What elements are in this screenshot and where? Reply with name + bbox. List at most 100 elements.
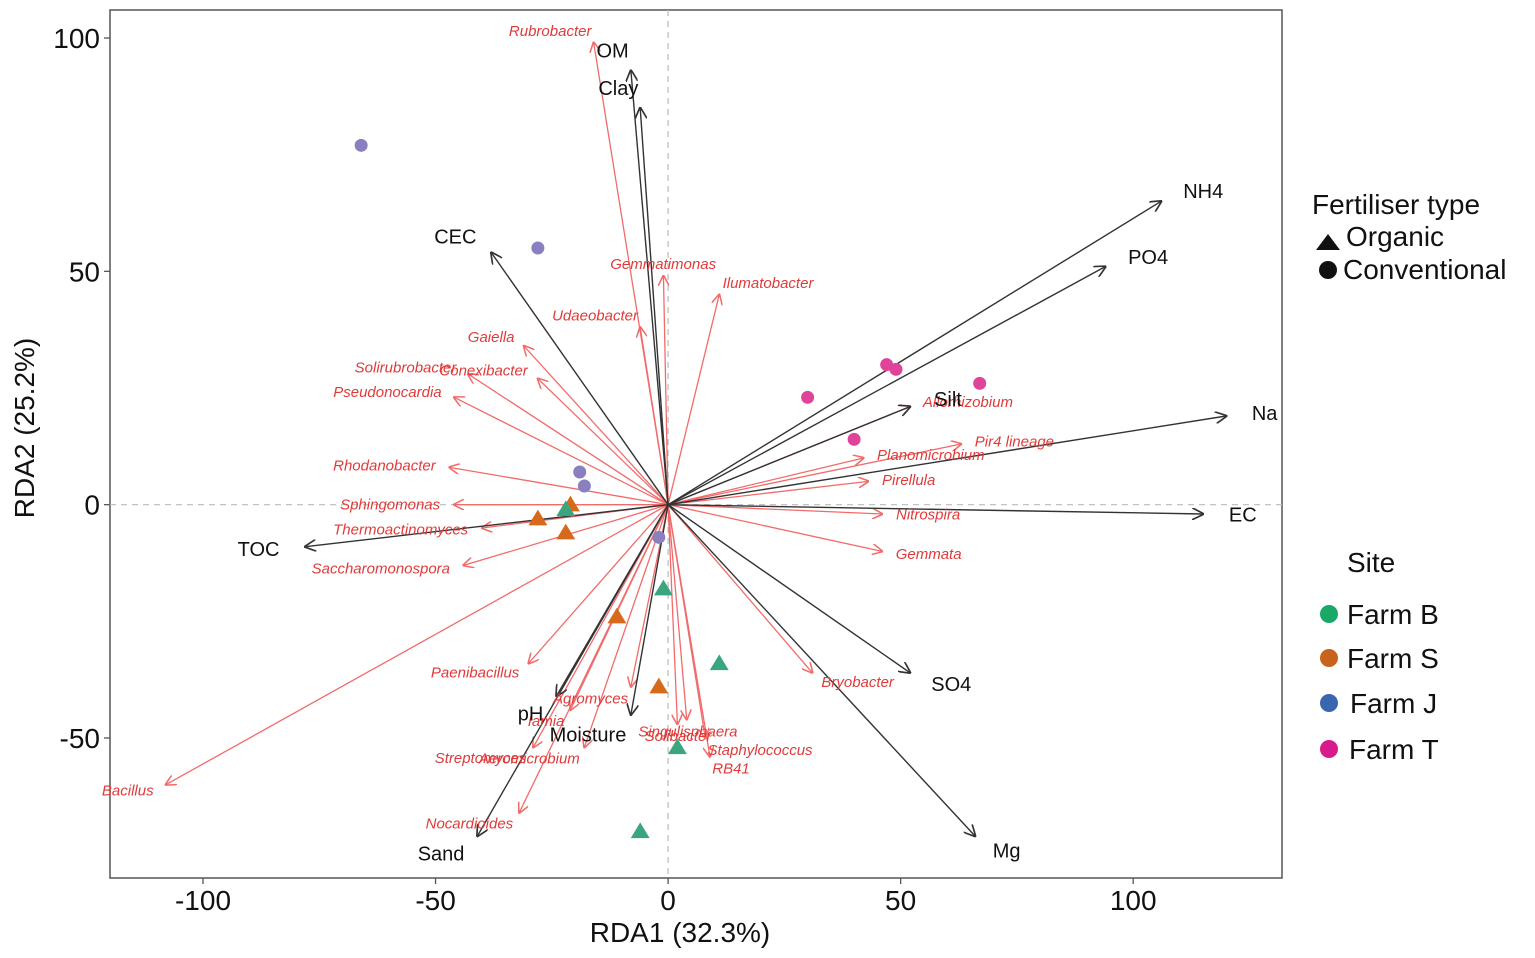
point-farm-b-15 — [556, 500, 576, 517]
species-arrow-nocardioides — [519, 504, 669, 813]
env-arrow-om — [631, 71, 669, 505]
legend-label-organic: Organic — [1346, 221, 1444, 252]
x-axis-ticks: -100 -50 0 50 100 — [175, 878, 1157, 916]
y-axis-ticks: -50 0 50 100 — [53, 23, 110, 754]
legend-label-farm-s: Farm S — [1347, 643, 1439, 674]
legend-label-conventional: Conventional — [1343, 254, 1506, 285]
env-label-ec: EC — [1229, 504, 1257, 526]
env-label-moisture: Moisture — [550, 724, 627, 746]
env-label-om: OM — [596, 41, 628, 63]
env-arrow-po4 — [667, 267, 1105, 506]
species-arrow-paenibacillus — [529, 504, 669, 664]
point-farm-b-18 — [667, 738, 687, 755]
legend-label-farm-b: Farm B — [1347, 599, 1439, 630]
point-farm-b-17 — [709, 654, 729, 671]
species-label-pirellula: Pirellula — [882, 472, 935, 489]
species-label-pir4-lineage: Pir4 lineage — [975, 434, 1054, 451]
point-farm-s-14 — [649, 677, 669, 694]
species-label-rb41: RB41 — [712, 761, 750, 778]
env-arrow-so4 — [667, 504, 910, 673]
species-label-gaiella: Gaiella — [468, 329, 515, 346]
species-label-saccharomonospora: Saccharomonospora — [312, 561, 450, 578]
point-farm-b-16 — [653, 579, 673, 596]
env-label-na: Na — [1252, 403, 1278, 425]
env-arrow-ec — [668, 503, 1203, 514]
species-arrow-rb41 — [667, 504, 710, 757]
point-farm-t-8 — [973, 376, 987, 390]
legend-title-fertiliser: Fertiliser type — [1312, 189, 1480, 220]
legend-label-farm-t: Farm T — [1349, 734, 1439, 765]
species-label-singulisphaera: Singulisphaera — [638, 723, 737, 740]
legend-farm-j-swatch — [1320, 694, 1338, 712]
species-label-agromyces: Agromyces — [552, 690, 629, 707]
species-arrow-aeromicrobium — [584, 504, 669, 748]
env-label-po4: PO4 — [1128, 247, 1168, 269]
env-label-so4: SO4 — [931, 674, 971, 696]
env-arrow-mg — [667, 504, 975, 836]
y-tick-label-0: -50 — [60, 723, 100, 754]
env-label-silt: Silt — [934, 389, 962, 411]
env-arrow-nh4 — [667, 201, 1161, 506]
point-farm-j-4 — [652, 530, 666, 544]
point-farm-s-13 — [607, 607, 627, 624]
species-arrow-solibacter — [667, 504, 677, 724]
env-arrow-clay — [640, 108, 669, 505]
species-arrow-gaiella — [524, 346, 669, 506]
x-tick-label-4: 100 — [1110, 885, 1157, 916]
point-farm-j-1 — [531, 241, 545, 255]
env-label-cec: CEC — [434, 226, 476, 248]
species-label-solirubrobacter: Solirubrobacter — [355, 359, 458, 376]
environmental-labels: OM Clay CEC NH4 PO4 Na Silt EC TOC SO4 Mg pH Moistur… — [238, 41, 1279, 866]
species-label-aeromicrobium: Aeromicrobium — [478, 751, 580, 768]
species-label-sphingomonas: Sphingomonas — [340, 497, 441, 514]
x-axis-title: RDA1 (32.3%) — [590, 917, 771, 948]
species-arrow-pirellula — [668, 481, 868, 506]
species-label-planomicrobium: Planomicrobium — [877, 447, 985, 464]
legend-farm-s-swatch — [1320, 649, 1338, 667]
species-label-paenibacillus: Paenibacillus — [431, 664, 520, 681]
point-farm-t-5 — [801, 390, 815, 404]
species-label-rubrobacter: Rubrobacter — [509, 23, 593, 40]
species-arrow-ilumatobacter — [667, 295, 719, 505]
env-label-toc: TOC — [238, 539, 280, 561]
species-label-gemmata: Gemmata — [896, 546, 962, 563]
species-label-udaeobacter: Udaeobacter — [552, 307, 639, 324]
species-arrow-gemmatimonas — [663, 276, 668, 505]
env-label-clay: Clay — [598, 78, 638, 100]
species-arrow-pseudonocardia — [454, 397, 669, 506]
species-label-iamia: Iamia — [528, 713, 565, 730]
env-label-sand: Sand — [418, 843, 465, 865]
env-label-ph: pH — [518, 703, 544, 725]
env-arrow-sand — [477, 504, 669, 836]
y-tick-label-2: 50 — [69, 256, 100, 287]
legend-organic-symbol — [1316, 234, 1340, 250]
x-tick-label-0: -100 — [175, 885, 231, 916]
point-farm-j-2 — [573, 465, 587, 479]
legend-farm-t-swatch — [1320, 740, 1338, 758]
plot-panel — [109, 9, 1283, 879]
point-farm-j-3 — [577, 479, 591, 493]
species-label-ilumatobacter: Ilumatobacter — [723, 275, 815, 292]
legend-conventional-symbol — [1319, 261, 1337, 279]
species-arrow-gemmata — [667, 504, 882, 552]
species-label-nitrospira: Nitrospira — [896, 507, 960, 524]
env-label-nh4: NH4 — [1183, 181, 1223, 203]
species-label-staphylococcus: Staphylococcus — [708, 742, 814, 759]
species-label-bryobacter: Bryobacter — [821, 674, 895, 691]
species-arrow-bryobacter — [667, 504, 812, 673]
legend-title-site: Site — [1347, 547, 1395, 578]
point-farm-t-9 — [847, 432, 861, 446]
legend-label-farm-j: Farm J — [1350, 688, 1437, 719]
species-arrow-rhodanobacter — [450, 467, 669, 506]
species-arrow-udaeobacter — [640, 327, 669, 505]
species-arrow-singulisphaera — [667, 504, 687, 720]
environmental-vectors — [305, 71, 1226, 836]
species-label-conexibacter: Conexibacter — [439, 362, 528, 379]
x-tick-label-1: -50 — [415, 885, 455, 916]
x-tick-label-2: 0 — [660, 885, 676, 916]
env-arrow-na — [667, 416, 1226, 506]
species-label-rhodanobacter: Rhodanobacter — [333, 457, 437, 474]
species-label-bacillus: Bacillus — [102, 783, 154, 800]
y-axis-title: RDA2 (25.2%) — [9, 338, 40, 519]
